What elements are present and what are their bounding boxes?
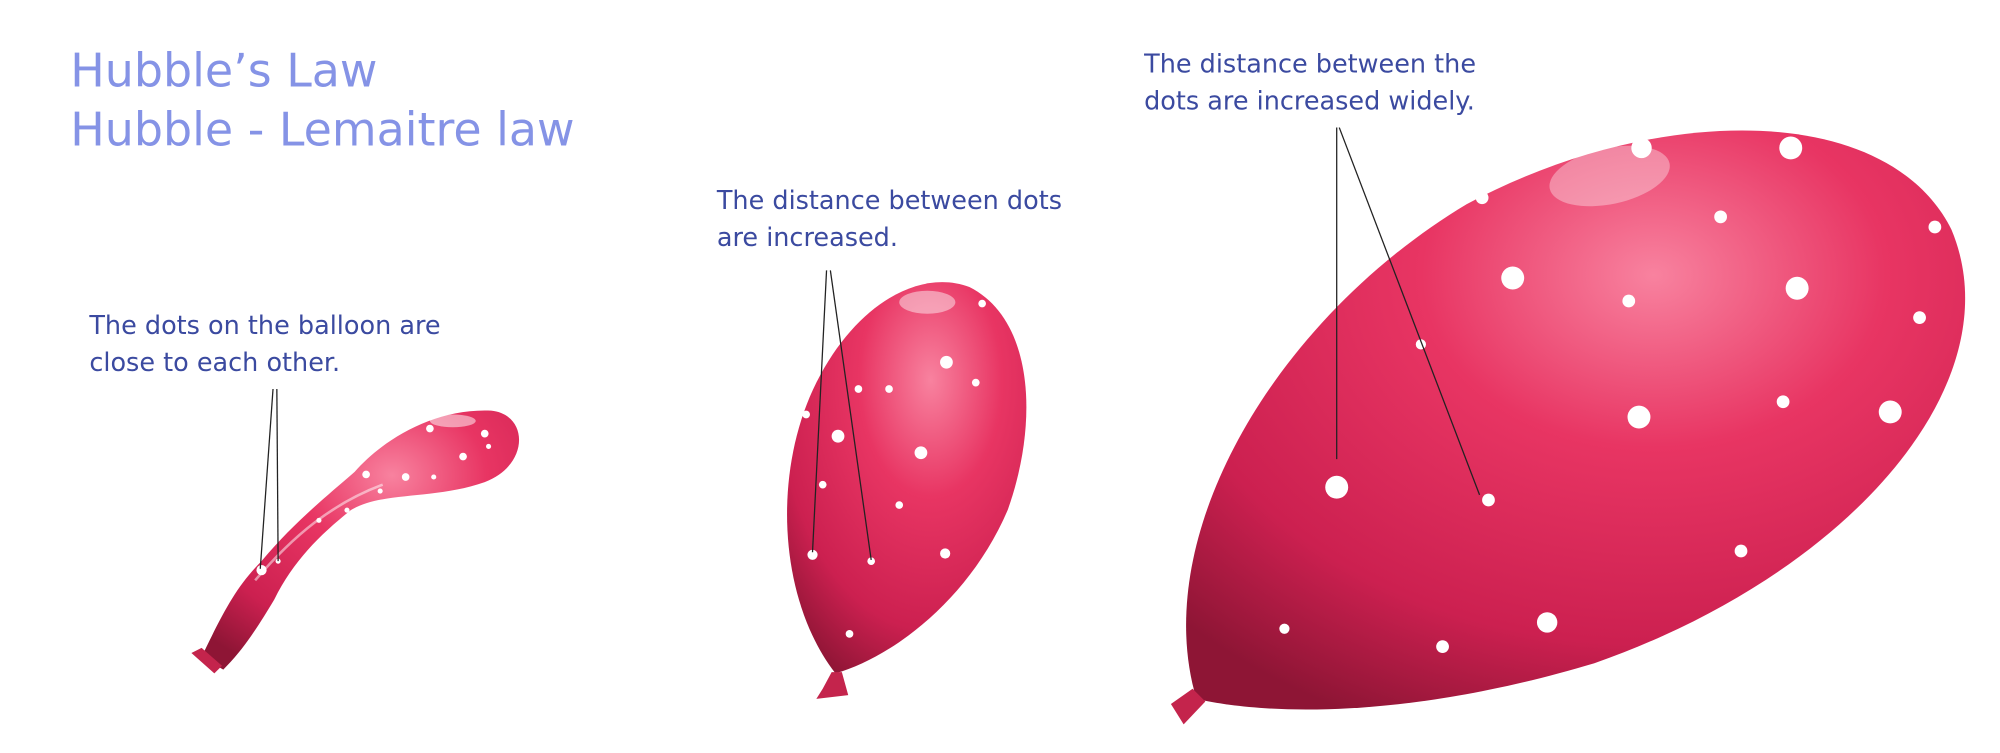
balloon-dot — [480, 429, 489, 438]
balloon-knot — [816, 672, 849, 699]
balloon-dot — [1776, 395, 1790, 409]
balloons — [191, 130, 1966, 725]
balloon-dot — [426, 424, 434, 433]
title-line: Hubble’s Law — [70, 44, 377, 98]
balloon-dot — [1734, 544, 1748, 558]
balloon-dot — [940, 548, 951, 559]
pointer-line — [811, 270, 828, 553]
balloon-dot — [1501, 266, 1525, 290]
balloon-dot — [1627, 405, 1651, 429]
balloon-dot — [256, 565, 267, 576]
balloon-dot — [1325, 475, 1349, 499]
balloon-dot — [1714, 210, 1727, 224]
balloon-dot — [978, 299, 986, 308]
balloon-dot — [1436, 640, 1449, 654]
balloon-dot — [1631, 137, 1652, 159]
balloon-dot — [1536, 612, 1558, 633]
balloon-small — [201, 410, 520, 670]
pointer-line — [829, 270, 872, 560]
balloon-dot — [275, 558, 281, 564]
annotation-line: close to each other. — [89, 348, 340, 378]
balloon-knot — [191, 647, 223, 674]
balloon-highlight — [1549, 145, 1670, 207]
balloon-dot — [1622, 294, 1636, 308]
balloon-dot — [459, 452, 467, 461]
balloon-dot — [807, 549, 818, 560]
annotation-line: dots are increased widely. — [1144, 87, 1475, 117]
balloon-highlight — [899, 290, 956, 314]
balloon-knot — [1170, 688, 1206, 725]
balloon-dot — [854, 385, 863, 393]
balloon-dot — [1928, 220, 1942, 234]
pointer-line — [276, 388, 279, 562]
balloon-dot — [1475, 191, 1489, 205]
balloon-dot — [1878, 400, 1902, 424]
balloon-large — [1186, 130, 1966, 710]
balloon-dot — [431, 474, 437, 480]
balloon-dot — [831, 429, 845, 443]
pointers — [259, 127, 1481, 569]
balloon-dot — [1279, 623, 1290, 634]
dots — [256, 136, 1942, 654]
balloon-medium — [787, 282, 1027, 674]
balloon-dot — [885, 385, 893, 393]
balloon-dot — [1785, 276, 1809, 300]
pointer-line — [259, 388, 274, 569]
annotation-line: The dots on the balloon are — [88, 311, 440, 341]
balloon-dot — [1779, 136, 1803, 160]
balloon-dot — [1482, 493, 1495, 507]
annotation-line: The distance between dots — [716, 186, 1062, 216]
balloon-dot — [401, 473, 410, 481]
balloon-dot — [377, 488, 383, 494]
balloon-dot — [344, 507, 350, 513]
balloon-dot — [316, 517, 322, 523]
balloon-dot — [362, 470, 370, 479]
annotation-line: The distance between the — [1143, 50, 1476, 80]
balloon-dot — [895, 501, 904, 509]
balloon-dot — [818, 480, 827, 489]
balloon-dot — [802, 410, 810, 419]
balloon-dot — [867, 557, 876, 566]
title-line: Hubble - Lemaitre law — [70, 102, 574, 156]
pointer-line — [1338, 127, 1481, 496]
annotation-line: are increased. — [717, 223, 898, 253]
balloon-dot — [845, 630, 854, 638]
balloon-dot — [914, 446, 928, 460]
balloon-dot — [971, 378, 980, 387]
balloon-dot — [1913, 311, 1926, 324]
balloon-dot — [940, 355, 953, 369]
balloon-crease — [254, 483, 384, 582]
balloon-dot — [486, 443, 492, 449]
balloon-highlight — [429, 414, 476, 428]
